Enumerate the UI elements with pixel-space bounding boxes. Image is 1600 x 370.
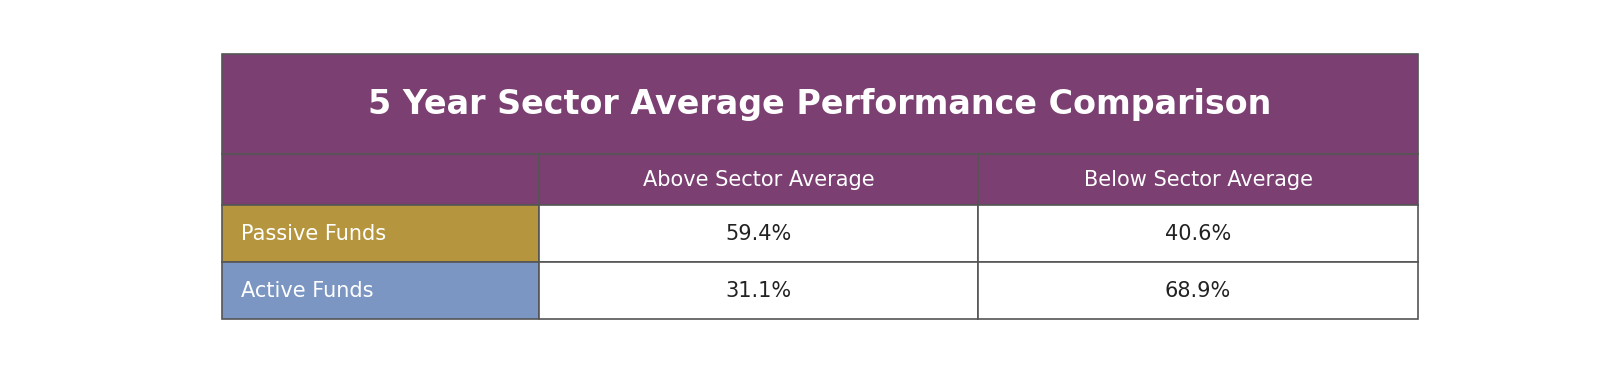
FancyBboxPatch shape — [978, 262, 1418, 319]
Text: 31.1%: 31.1% — [726, 281, 792, 301]
FancyBboxPatch shape — [222, 205, 539, 262]
FancyBboxPatch shape — [539, 154, 978, 205]
Text: 40.6%: 40.6% — [1165, 224, 1230, 244]
Text: 5 Year Sector Average Performance Comparison: 5 Year Sector Average Performance Compar… — [368, 88, 1272, 121]
Text: Passive Funds: Passive Funds — [242, 224, 387, 244]
Text: 59.4%: 59.4% — [726, 224, 792, 244]
Text: Below Sector Average: Below Sector Average — [1083, 169, 1312, 189]
FancyBboxPatch shape — [222, 54, 1418, 154]
FancyBboxPatch shape — [539, 262, 978, 319]
Text: 68.9%: 68.9% — [1165, 281, 1230, 301]
FancyBboxPatch shape — [222, 262, 539, 319]
FancyBboxPatch shape — [539, 205, 978, 262]
FancyBboxPatch shape — [222, 154, 539, 205]
Text: Active Funds: Active Funds — [242, 281, 374, 301]
Text: Above Sector Average: Above Sector Average — [643, 169, 875, 189]
FancyBboxPatch shape — [978, 205, 1418, 262]
FancyBboxPatch shape — [978, 154, 1418, 205]
